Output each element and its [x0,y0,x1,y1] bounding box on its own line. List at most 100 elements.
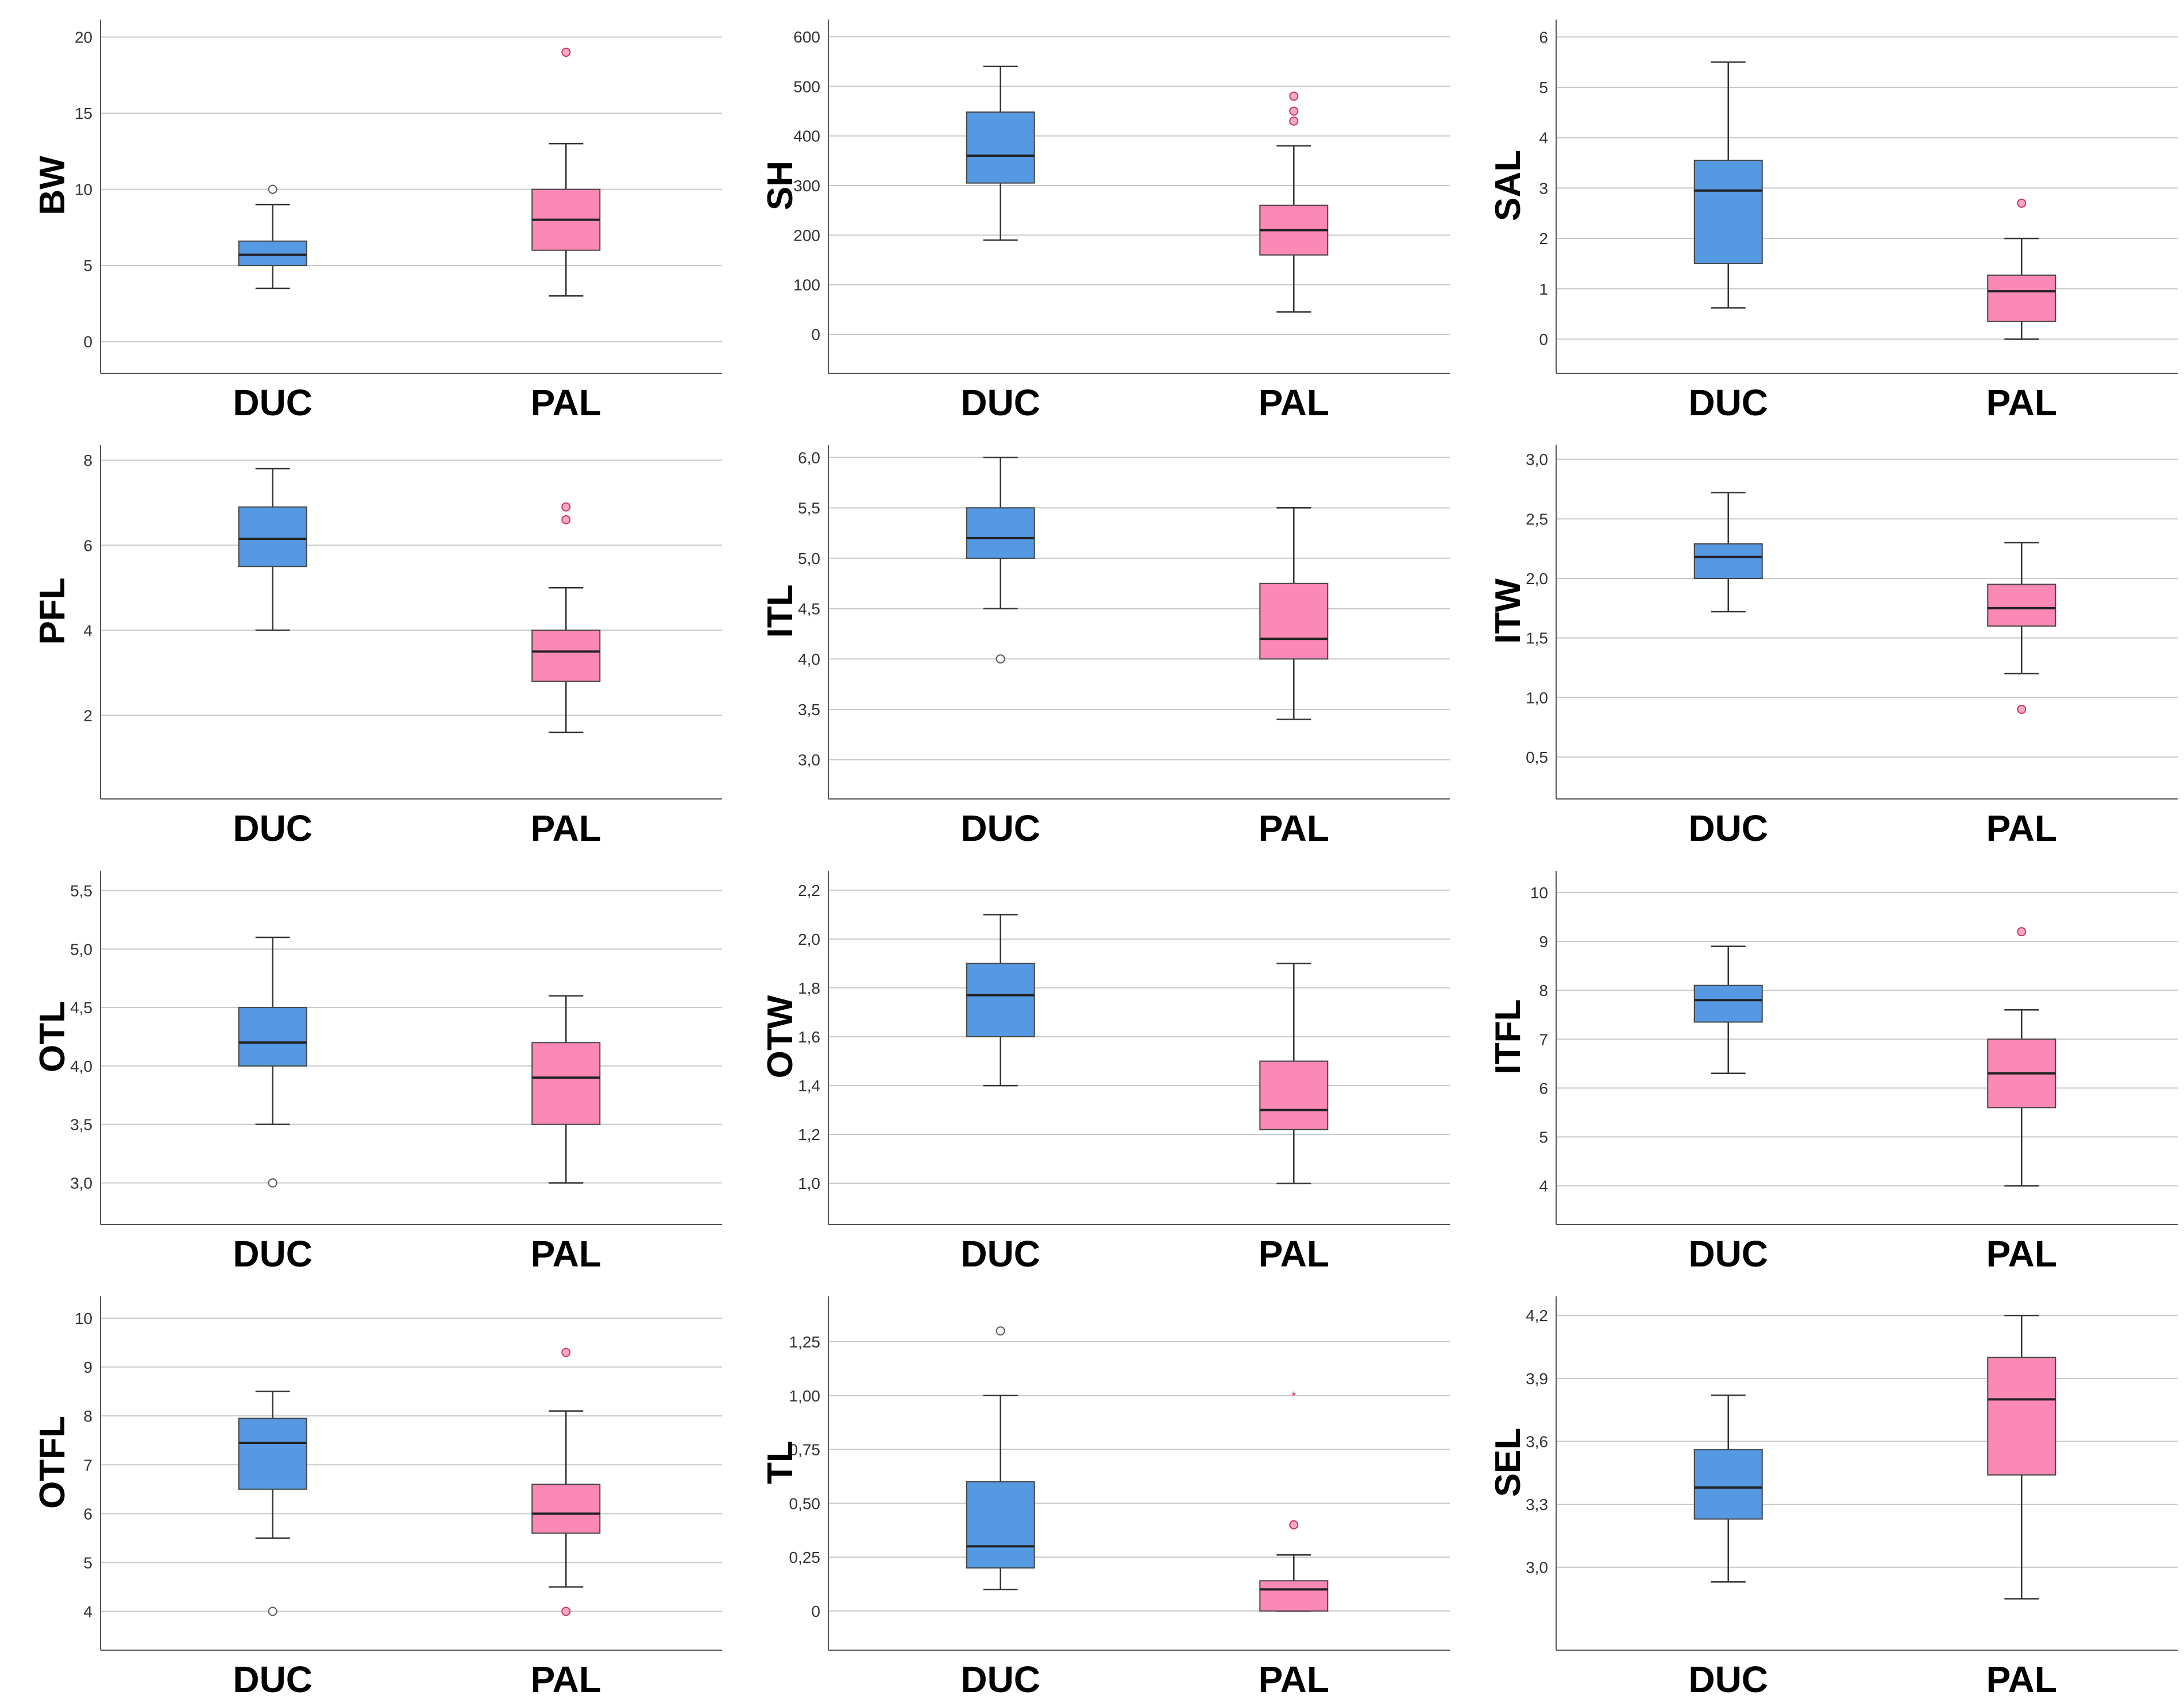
outlier-point [561,515,571,524]
y-tick-label: 4,5 [798,600,820,618]
y-tick-label: 3,0 [70,1174,92,1192]
y-tick-label: 2,2 [798,882,820,899]
box-pal [531,48,601,297]
y-tick-label: 5 [1539,1128,1548,1146]
iqr-box [1693,543,1763,580]
y-tick-label: 6,0 [798,449,820,467]
x-category-label: PAL [1259,808,1329,849]
iqr-box [1987,1357,2056,1476]
x-category-label: PAL [1259,382,1329,423]
iqr-box [1259,1060,1329,1130]
y-tick-label: 6 [83,536,92,554]
box-duc [238,468,307,631]
outlier-point [2017,705,2027,714]
y-tick-label: 1,0 [1526,689,1548,706]
box-pal [1987,198,2056,340]
y-tick-label: 6 [1539,28,1548,46]
y-tick-label: 5 [83,257,92,275]
y-tick-label: 2 [1539,230,1548,248]
iqr-box [1259,1580,1329,1612]
box-duc [238,184,307,289]
iqr-box [1987,584,2056,627]
y-tick-label: 4,0 [70,1057,92,1075]
y-tick-label: 3,9 [1526,1370,1548,1388]
y-tick-label: 0 [811,1602,820,1620]
x-category-label: DUC [960,1659,1040,1700]
iqr-box [531,1484,601,1534]
y-axis-label: ITL [761,585,800,638]
y-axis-label: ITW [1488,578,1528,644]
y-axis-label: SEL [1488,1428,1528,1497]
iqr-box [531,630,601,682]
y-tick-label: 3,6 [1526,1432,1548,1450]
y-tick-label: 3,3 [1526,1496,1548,1513]
y-axis-label: SAL [1488,150,1528,221]
y-tick-label: 2,0 [1526,570,1548,588]
y-tick-label: 4,2 [1526,1307,1548,1324]
chart-panel-otfl: 4 5 6 7 8 9 10 OTFL DUC PAL [0,1277,728,1702]
y-tick-label: 4,5 [70,999,92,1017]
y-tick-label: 1,25 [789,1333,821,1351]
chart-panel-tl: 0 0,25 0,50 0,75 1,00 1,25 TL DUC * PAL [728,1277,1456,1702]
box-pal: * [1259,1389,1329,1612]
y-axis-label: ITFL [1488,999,1528,1075]
chart-panel-itl: 3,0 3,5 4,0 4,5 5,0 5,5 6,0 ITL DUC PAL [728,426,1456,851]
y-tick-label: 3,5 [70,1116,92,1134]
y-tick-label: 4 [1539,1177,1548,1195]
y-tick-label: 0,75 [789,1441,821,1459]
y-tick-label: 8 [83,1407,92,1425]
iqr-box [238,1007,307,1067]
y-tick-label: 10 [75,1310,92,1327]
y-tick-label: 200 [793,226,820,244]
iqr-box [238,1418,307,1490]
box-duc [238,936,307,1188]
chart-svg-bw: 0 5 10 15 20 BW DUC PAL [33,20,722,423]
outlier-point [1289,1520,1299,1530]
y-tick-label: 400 [793,128,820,145]
x-category-label: PAL [531,1659,601,1700]
outlier-point [268,1607,277,1616]
outlier-point [995,654,1005,664]
y-tick-label: 9 [83,1358,92,1376]
x-category-label: DUC [233,808,312,849]
x-category-label: DUC [960,1233,1040,1275]
outlier-point [268,184,277,194]
iqr-box [1693,160,1763,264]
x-category-label: DUC [960,382,1040,423]
y-tick-label: 5 [83,1554,92,1571]
y-tick-label: 8 [83,451,92,469]
y-tick-label: 1,0 [798,1175,820,1192]
chart-svg-sh: 0 100 200 300 400 500 600 SH DUC PAL [761,20,1450,423]
iqr-box [1987,275,2056,322]
chart-panel-sel: 3,0 3,3 3,6 3,9 4,2 SEL DUC PAL [1456,1277,2183,1702]
chart-svg-otfl: 4 5 6 7 8 9 10 OTFL DUC PAL [33,1296,722,1700]
box-duc [966,914,1035,1087]
y-tick-label: 15 [75,105,92,122]
y-tick-label: 5,5 [798,499,820,517]
box-duc [1693,492,1763,613]
y-tick-label: 5,0 [70,940,92,958]
outlier-point [561,502,571,512]
chart-svg-otw: 1,0 1,2 1,4 1,6 1,8 2,0 2,2 OTW DUC PAL [761,871,1450,1275]
chart-svg-itl: 3,0 3,5 4,0 4,5 5,0 5,5 6,0 ITL DUC PAL [761,445,1450,849]
y-axis-label: OTL [33,1001,72,1072]
iqr-box [966,963,1035,1037]
chart-panel-otw: 1,0 1,2 1,4 1,6 1,8 2,0 2,2 OTW DUC PAL [728,851,1456,1277]
x-category-label: DUC [1688,1233,1768,1275]
outlier-point [1289,106,1299,116]
y-tick-label: 2,0 [798,930,820,948]
x-category-label: DUC [233,382,312,423]
box-pal [1259,963,1329,1184]
x-category-label: DUC [1688,808,1768,849]
y-axis-label: OTFL [33,1416,72,1509]
iqr-box [1259,582,1329,660]
chart-panel-sh: 0 100 200 300 400 500 600 SH DUC PAL [728,0,1456,426]
y-tick-label: 100 [793,276,820,294]
y-tick-label: 2 [83,706,92,724]
box-pal [1987,927,2056,1187]
chart-svg-otl: 3,0 3,5 4,0 4,5 5,0 5,5 OTL DUC PAL [33,871,722,1275]
y-tick-label: 5,0 [798,550,820,567]
chart-panel-bw: 0 5 10 15 20 BW DUC PAL [0,0,728,426]
y-axis-label: PFL [33,577,72,644]
x-category-label: PAL [531,1233,601,1275]
